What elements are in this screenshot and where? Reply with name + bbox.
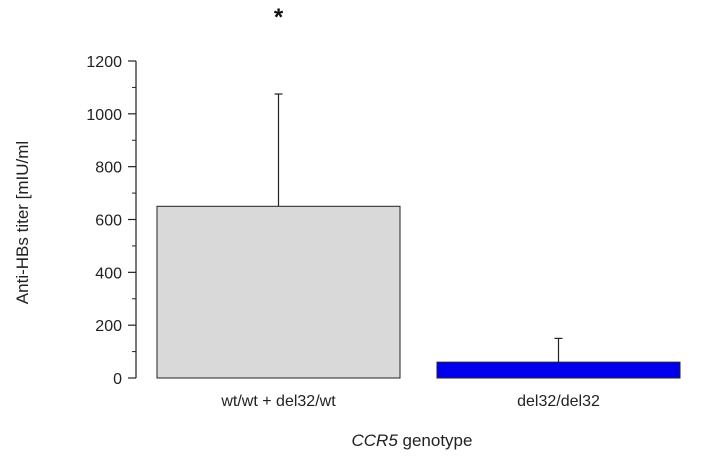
y-tick-label: 200 xyxy=(95,318,122,335)
y-tick-label: 1200 xyxy=(86,54,122,71)
category-labels: wt/wt + del32/wt del32/del32 xyxy=(220,393,600,410)
x-axis-title-rest: genotype xyxy=(398,431,473,450)
bars xyxy=(156,205,681,379)
y-axis-title: Anti-HBs titer [mIU/ml xyxy=(13,141,32,304)
x-axis-title-gene: CCR5 xyxy=(352,431,399,450)
error-bars xyxy=(274,93,563,363)
significance-marker: * xyxy=(274,4,284,31)
y-tick-label: 400 xyxy=(95,265,122,282)
y-tick-label: 600 xyxy=(95,213,122,230)
category-label: del32/del32 xyxy=(517,393,600,410)
y-ticks: 0 200 400 600 800 1000 1200 xyxy=(86,54,136,388)
y-tick-label: 1000 xyxy=(86,107,122,124)
bar xyxy=(436,361,681,379)
category-label: wt/wt + del32/wt xyxy=(220,393,336,410)
plot-area: 0 200 400 600 800 1000 1200 wt/wt + del32/wt de… xyxy=(86,54,681,410)
bar xyxy=(156,205,401,379)
x-axis-title: CCR5 genotype xyxy=(352,431,473,450)
y-tick-label: 0 xyxy=(113,371,122,388)
y-tick-label: 800 xyxy=(95,160,122,177)
